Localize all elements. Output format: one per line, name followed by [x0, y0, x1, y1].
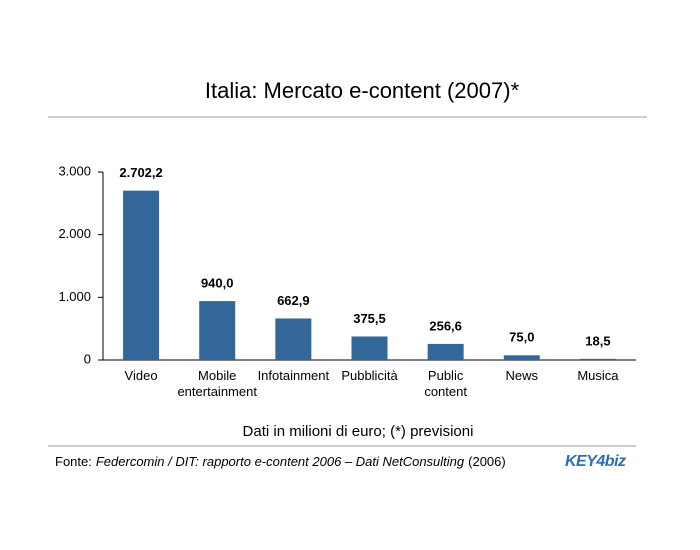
bar: [199, 301, 236, 360]
x-tick-label: Infotainment: [257, 368, 330, 383]
y-tick-label: 1.000: [58, 289, 91, 304]
source-prefix: Fonte:: [55, 454, 92, 469]
value-label: 75,0: [509, 330, 534, 345]
bar: [351, 336, 388, 360]
logo: KEY4biz: [565, 453, 626, 470]
x-tick-label: Pubblicità: [341, 368, 398, 383]
subtitle: Dati in milioni di euro; (*) previsioni: [243, 423, 474, 440]
source-suffix: (2006): [468, 454, 506, 469]
x-tick-label: Musica: [577, 368, 619, 383]
bar: [427, 343, 464, 360]
y-tick-label: 3.000: [58, 163, 91, 178]
value-label: 662,9: [277, 293, 310, 308]
value-label: 2.702,2: [119, 165, 162, 180]
x-tick-label: Mobile entertainment: [177, 368, 257, 399]
value-label: 18,5: [585, 333, 610, 348]
bar: [579, 358, 616, 360]
chart-title: Italia: Mercato e-content (2007)*: [205, 78, 520, 103]
x-tick-label: News: [505, 368, 539, 383]
bar: [123, 190, 160, 360]
source: Fonte: Federcomin / DIT: rapporto e-conte…: [55, 454, 510, 469]
value-label: 940,0: [201, 276, 234, 291]
source-italic: Federcomin / DIT: rapporto e-content 200…: [95, 454, 465, 469]
value-label: 256,6: [429, 318, 462, 333]
bar: [275, 318, 312, 360]
x-tick-label: Public content: [424, 368, 467, 399]
y-tick-label: 2.000: [58, 226, 91, 241]
x-tick-label: Video: [124, 368, 158, 383]
y-tick-label: 0: [84, 351, 91, 366]
bar: [503, 355, 540, 360]
value-label: 375,5: [353, 311, 386, 326]
